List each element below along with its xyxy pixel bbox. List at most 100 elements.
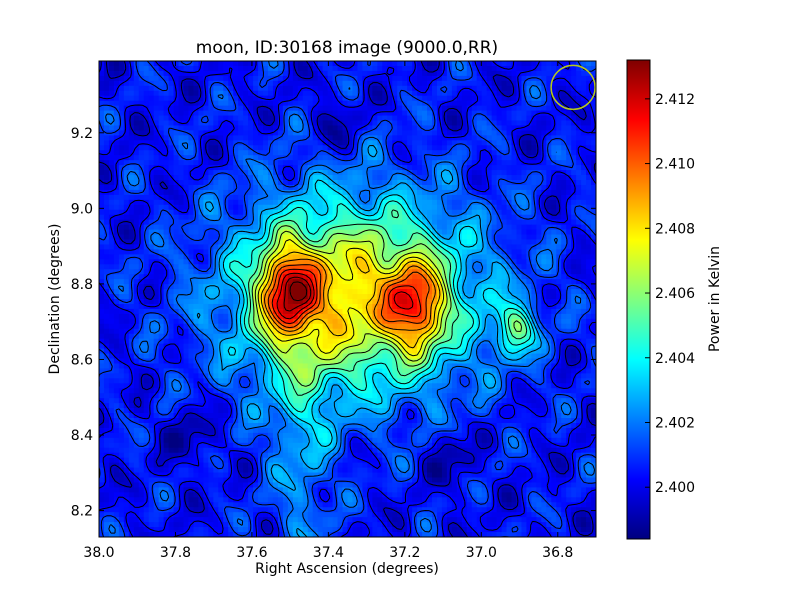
heatmap-cell	[302, 90, 309, 97]
heatmap-cell	[486, 155, 493, 161]
heatmap-cell	[163, 95, 170, 102]
heatmap-cell	[501, 120, 508, 127]
heatmap-cell	[312, 284, 319, 290]
heatmap-cell	[347, 65, 354, 72]
heatmap-cell	[466, 180, 473, 186]
heatmap-cell	[586, 65, 592, 72]
heatmap-cell	[173, 105, 180, 112]
heatmap-cell	[178, 254, 185, 260]
heatmap-cell	[203, 194, 209, 201]
heatmap-cell	[511, 135, 518, 141]
heatmap-cell	[327, 224, 334, 231]
heatmap-cell	[233, 175, 239, 181]
heatmap-cell	[327, 170, 334, 176]
heatmap-cell	[581, 80, 587, 87]
heatmap-cell	[566, 175, 572, 181]
heatmap-cell	[466, 175, 473, 181]
heatmap-cell	[541, 180, 547, 186]
heatmap-cell	[392, 145, 398, 151]
heatmap-cell	[228, 61, 234, 67]
heatmap-cell	[312, 150, 319, 156]
heatmap-cell	[352, 80, 359, 87]
heatmap-cell	[516, 194, 523, 201]
heatmap-cell	[417, 115, 423, 122]
heatmap-cell	[118, 125, 125, 132]
heatmap-cell	[208, 289, 214, 295]
heatmap-cell	[367, 120, 373, 127]
heatmap-cell	[422, 115, 428, 122]
heatmap-cell	[451, 204, 458, 211]
heatmap-cell	[123, 244, 130, 251]
heatmap-cell	[461, 105, 468, 112]
heatmap-cell	[258, 120, 264, 127]
heatmap-cell	[367, 65, 373, 72]
heatmap-cell	[292, 100, 299, 107]
heatmap-cell	[277, 90, 284, 97]
heatmap-cell	[521, 284, 528, 290]
heatmap-cell	[446, 95, 453, 102]
heatmap-cell	[203, 219, 209, 226]
heatmap-cell	[198, 140, 204, 146]
heatmap-cell	[422, 204, 428, 211]
heatmap-cell	[198, 269, 204, 275]
heatmap-cell	[213, 259, 219, 265]
heatmap-cell	[561, 299, 567, 305]
heatmap-cell	[417, 204, 423, 211]
heatmap-cell	[581, 105, 587, 112]
heatmap-cell	[586, 214, 592, 221]
heatmap-cell	[367, 234, 373, 241]
heatmap-cell	[233, 155, 239, 161]
heatmap-cell	[218, 184, 224, 191]
heatmap-cell	[451, 80, 458, 87]
heatmap-cell	[248, 150, 254, 156]
heatmap-cell	[258, 249, 264, 255]
heatmap-cell	[377, 95, 383, 102]
heatmap-cell	[436, 239, 443, 246]
heatmap-cell	[422, 135, 428, 141]
heatmap-cell	[188, 284, 195, 290]
heatmap-cell	[541, 239, 547, 246]
heatmap-cell	[158, 80, 165, 87]
heatmap-cell	[362, 229, 368, 236]
heatmap-cell	[238, 194, 244, 201]
heatmap-cell	[546, 214, 552, 221]
heatmap-cell	[317, 239, 324, 246]
heatmap-cell	[322, 294, 329, 300]
heatmap-cell	[436, 254, 443, 260]
heatmap-cell	[272, 269, 279, 275]
heatmap-cell	[337, 170, 344, 176]
heatmap-cell	[456, 284, 463, 290]
heatmap-cell	[566, 264, 572, 270]
heatmap-cell	[133, 125, 140, 132]
heatmap-cell	[158, 120, 165, 127]
heatmap-cell	[128, 100, 135, 107]
heatmap-cell	[352, 189, 359, 196]
heatmap-cell	[128, 160, 135, 166]
heatmap-cell	[362, 239, 368, 246]
heatmap-cell	[556, 224, 562, 231]
heatmap-cell	[422, 219, 428, 226]
heatmap-cell	[312, 209, 319, 216]
heatmap-cell	[342, 209, 349, 216]
heatmap-cell	[402, 189, 408, 196]
heatmap-cell	[148, 299, 155, 305]
heatmap-cell	[243, 150, 249, 156]
heatmap-cell	[422, 170, 428, 176]
heatmap-cell	[183, 199, 190, 206]
heatmap-cell	[466, 219, 473, 226]
heatmap-cell	[99, 95, 105, 102]
heatmap-cell	[511, 65, 518, 72]
heatmap-cell	[571, 180, 577, 186]
heatmap-cell	[208, 180, 214, 186]
heatmap-cell	[576, 80, 582, 87]
heatmap-cell	[377, 115, 383, 122]
heatmap-cell	[417, 140, 423, 146]
heatmap-cell	[128, 150, 135, 156]
heatmap-cell	[367, 264, 373, 270]
heatmap-cell	[233, 165, 239, 171]
heatmap-cell	[317, 155, 324, 161]
heatmap-cell	[258, 90, 264, 97]
heatmap-cell	[248, 115, 254, 122]
heatmap-cell	[501, 234, 508, 241]
heatmap-cell	[441, 155, 448, 161]
